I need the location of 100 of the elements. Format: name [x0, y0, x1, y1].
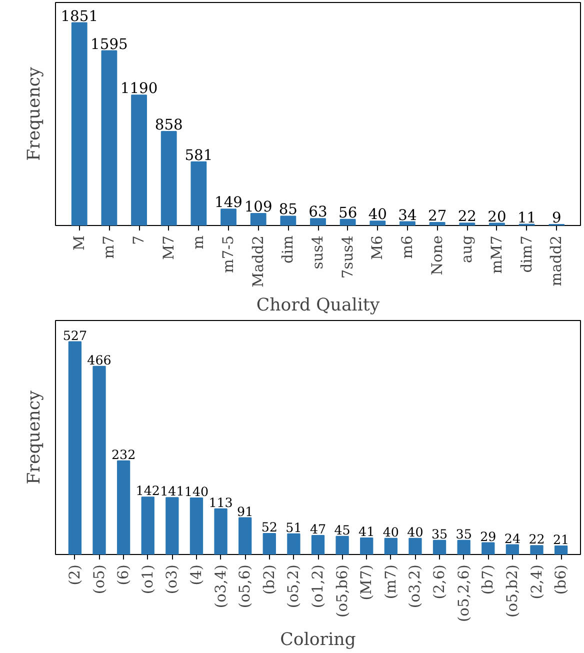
x-tick-label: (o3,2): [406, 564, 424, 608]
x-tick-label: m7: [100, 235, 118, 259]
x-tick-label: dim: [280, 235, 297, 264]
data-label: 22: [458, 208, 476, 226]
data-label: 34: [398, 206, 417, 224]
data-label: 56: [338, 204, 358, 222]
bar: [400, 221, 416, 226]
bar: [250, 213, 266, 226]
x-tick-label: sus4: [310, 235, 326, 270]
x-tick-label: (o5,6): [236, 564, 254, 608]
y-axis-title: Frequency: [24, 390, 44, 484]
data-label: 141: [160, 484, 184, 499]
data-label: 27: [428, 208, 447, 225]
x-tick-label: (2,6): [431, 564, 448, 600]
bar: [384, 538, 398, 554]
bar: [340, 218, 356, 226]
x-tick-label: (o3,4): [212, 564, 230, 608]
data-label: 113: [208, 494, 233, 510]
data-label: 1190: [120, 80, 158, 98]
bar: [262, 533, 276, 554]
x-tick-label: M6: [369, 235, 386, 260]
data-label: 51: [286, 520, 302, 535]
data-label: 40: [382, 524, 399, 540]
data-label: 142: [136, 483, 160, 498]
x-tick-label: m7-5: [220, 236, 238, 273]
bar: [92, 366, 106, 554]
bar: [457, 540, 470, 554]
data-label: 24: [504, 530, 520, 546]
bar: [116, 460, 130, 554]
data-label: 11: [517, 209, 536, 226]
bar: [71, 22, 88, 226]
bar: [530, 545, 544, 554]
data-label: 9: [552, 210, 562, 227]
x-tick-label: aug: [458, 235, 476, 264]
x-tick-label: (o5,b2): [504, 564, 521, 618]
x-axis-title: Coloring: [280, 630, 356, 650]
x-tick-label: (o3): [164, 564, 181, 594]
x-tick-label: Madd2: [250, 235, 267, 288]
bar: [336, 536, 349, 554]
x-tick-label: (b7): [480, 564, 497, 595]
data-label: 63: [308, 204, 328, 221]
data-label: 47: [310, 522, 326, 537]
bar: [482, 542, 495, 554]
data-label: 527: [62, 328, 88, 343]
x-tick-label: (6): [115, 564, 132, 586]
bar: [101, 50, 118, 226]
bar: [370, 220, 386, 226]
bar: [360, 537, 374, 554]
bar: [214, 508, 228, 554]
x-tick-label: (m7): [382, 564, 400, 600]
x-tick-label: mM7: [488, 235, 506, 274]
bar: [287, 533, 300, 554]
data-label: 140: [184, 484, 209, 499]
data-label: 581: [184, 146, 213, 164]
bar: [432, 540, 446, 554]
data-label: 22: [528, 532, 545, 547]
data-label: 109: [244, 198, 272, 216]
x-tick-label: (o1): [139, 564, 156, 594]
data-label: 41: [358, 524, 375, 539]
x-tick-label: (4): [188, 564, 205, 586]
data-label: 1851: [60, 8, 98, 25]
x-tick-label: madd2: [548, 235, 566, 286]
data-label: 35: [456, 526, 472, 542]
x-tick-label: (o5): [90, 564, 108, 594]
data-label: 29: [480, 528, 496, 544]
data-label: 85: [278, 201, 298, 218]
data-label: 20: [488, 208, 506, 226]
x-tick-label: M7: [160, 235, 178, 260]
bar: [166, 497, 179, 554]
bar: [141, 496, 154, 554]
y-axis-title: Frequency: [24, 66, 44, 161]
data-label: 149: [214, 194, 243, 212]
x-tick-label: dim7: [518, 235, 536, 273]
bar: [506, 544, 520, 554]
data-label: 45: [334, 522, 350, 538]
data-label: 232: [111, 446, 136, 462]
data-label: 40: [407, 524, 424, 540]
x-tick-label: None: [428, 235, 446, 276]
x-tick-label: (o5,b6): [334, 564, 351, 618]
data-label: 40: [368, 206, 387, 224]
bar: [311, 535, 325, 554]
bar: [238, 517, 252, 554]
x-tick-label: m6: [398, 235, 416, 259]
data-label: 35: [431, 526, 448, 542]
x-tick-label: m: [190, 235, 208, 250]
data-label: 21: [553, 532, 570, 548]
bar: [190, 161, 207, 226]
data-label: 858: [154, 116, 183, 134]
data-label: 466: [87, 352, 112, 368]
bar: [68, 341, 82, 554]
bar: [489, 222, 505, 226]
x-tick-label: (2): [66, 564, 84, 586]
x-tick-label: (o5,2,6): [455, 564, 472, 622]
bar: [429, 222, 446, 226]
x-tick-label: M: [70, 235, 88, 251]
bar: [408, 538, 422, 554]
bar: [131, 94, 147, 226]
x-tick-label: (o5,2): [285, 564, 302, 608]
bar: [220, 208, 236, 226]
x-tick-label: (2,4): [528, 564, 546, 600]
